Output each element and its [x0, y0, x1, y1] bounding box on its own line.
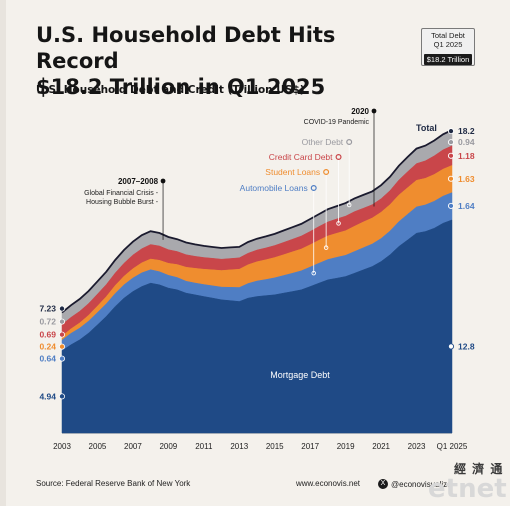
area-mortgage — [61, 219, 453, 434]
start-label-total: 7.23 — [39, 304, 56, 314]
callout-marker-credit — [335, 154, 342, 161]
callout-marker-other — [346, 139, 353, 146]
annotation-year-gfc: 2007–2008 — [118, 177, 159, 186]
social-handle-text: @econovisualize — [391, 479, 452, 489]
end-dot-auto — [447, 202, 455, 209]
x-tick-label: 2021 — [372, 442, 390, 451]
end-label-credit: 1.18 — [458, 151, 475, 161]
x-tick-label: 2011 — [195, 442, 213, 451]
callout-marker-student — [323, 169, 330, 176]
callout-label-student: Student Loans — [265, 167, 320, 177]
annotation-text-covid: COVID-19 Pandemic — [304, 119, 370, 126]
social-handle[interactable]: X @econovisualize — [378, 479, 452, 489]
title-line-1: U.S. Household Debt Hits Record — [36, 23, 336, 73]
callout-anchor-credit — [336, 221, 341, 226]
x-tick-label: 2009 — [159, 442, 177, 451]
x-tick-label: 2017 — [301, 442, 319, 451]
callout-anchor-other — [346, 202, 352, 208]
callout-label-credit: Credit Card Debt — [269, 152, 333, 162]
end-label-student: 1.63 — [458, 174, 475, 184]
start-dot-total — [59, 305, 66, 312]
end-label-total: 18.2 — [458, 126, 475, 136]
end-dot-other — [447, 139, 455, 146]
x-tick-label: 2003 — [53, 442, 71, 451]
start-label-other: 0.72 — [39, 317, 56, 327]
website-link[interactable]: www.econovis.net — [296, 479, 361, 488]
x-tick-label: 2007 — [124, 442, 142, 451]
start-label-credit: 0.69 — [39, 330, 56, 340]
end-dot-total — [447, 128, 455, 135]
end-label-mortgage: 12.8 — [458, 341, 475, 351]
start-dot-other — [59, 318, 66, 325]
end-label-other: 0.94 — [458, 137, 475, 147]
mortgage-area-label: Mortgage Debt — [270, 370, 330, 380]
x-tick-label: 2019 — [337, 442, 355, 451]
total-line — [61, 129, 453, 314]
start-label-mortgage: 4.94 — [39, 391, 56, 401]
total-series-label: Total — [416, 123, 437, 133]
start-dot-student — [59, 343, 66, 350]
end-dot-student — [447, 175, 455, 182]
left-edge-strip — [0, 0, 6, 506]
start-dot-credit — [59, 331, 66, 338]
total-debt-badge: Total Debt Q1 2025 $18.2 Trillion — [421, 28, 475, 66]
watermark-brand: etnet — [428, 474, 507, 504]
chart-subtitle: U.S. Household Debt and Credit (Trillion… — [36, 84, 305, 96]
x-tick-label: 2013 — [230, 442, 248, 451]
end-dot-credit — [447, 152, 455, 159]
chart-title: U.S. Household Debt Hits Record $18.2 Tr… — [36, 22, 416, 100]
title-line-2: $18.2 Trillion in Q1 2025 — [36, 75, 326, 99]
start-label-student: 0.24 — [39, 342, 56, 352]
x-tick-label: 2005 — [89, 442, 107, 451]
badge-line-2: Q1 2025 — [433, 40, 463, 49]
annotation-year-covid: 2020 — [351, 107, 369, 116]
start-label-auto: 0.64 — [39, 354, 56, 364]
source-note: Source: Federal Reserve Bank of New York — [36, 479, 191, 488]
annotation-text-gfc: Global Financial Crisis - — [84, 190, 159, 197]
watermark-cn: 經 濟 通 — [454, 462, 504, 476]
callout-anchor-student — [323, 245, 329, 250]
end-dot-mortgage — [447, 343, 455, 350]
x-tick-label: 2015 — [266, 442, 284, 451]
x-tick-label: 2023 — [408, 442, 426, 451]
callout-marker-auto — [310, 185, 317, 192]
badge-value: $18.2 Trillion — [423, 54, 473, 65]
callout-anchor-auto — [311, 270, 316, 276]
callout-label-other: Other Debt — [302, 137, 344, 147]
x-tick-label: Q1 2025 — [437, 442, 468, 451]
badge-line-1: Total Debt — [431, 31, 465, 40]
annotation-text-gfc: Housing Bubble Burst - — [86, 199, 159, 206]
watermark: 經 濟 通 etnet — [428, 460, 507, 504]
callout-label-auto: Automobile Loans — [240, 183, 308, 193]
end-label-auto: 1.64 — [458, 201, 475, 211]
start-dot-auto — [59, 355, 66, 362]
x-logo-icon: X — [378, 479, 388, 489]
start-dot-mortgage — [59, 393, 66, 400]
